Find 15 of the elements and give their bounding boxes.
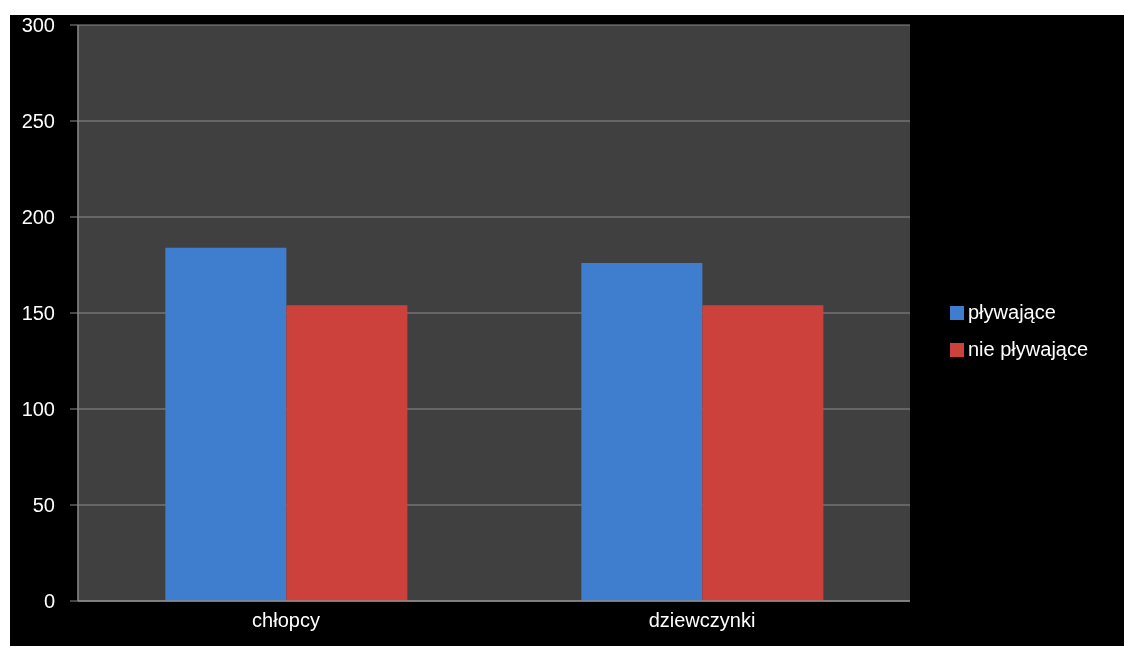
y-tick-label: 100 xyxy=(21,398,55,421)
y-tick-label: 300 xyxy=(21,14,55,37)
legend-label: pływające xyxy=(968,300,1056,323)
legend-label: nie pływające xyxy=(968,337,1089,360)
y-tick-label: 50 xyxy=(32,494,55,517)
bar xyxy=(702,305,824,601)
bar xyxy=(581,263,703,601)
bar xyxy=(286,305,408,601)
bar xyxy=(165,247,287,601)
x-tick-label: dziewczynki xyxy=(648,609,756,632)
x-tick-label: chłopcy xyxy=(252,609,320,632)
y-tick-label: 250 xyxy=(21,110,55,133)
y-tick-label: 200 xyxy=(21,206,55,229)
y-tick-label: 0 xyxy=(43,590,55,613)
y-tick-label: 150 xyxy=(21,302,55,325)
